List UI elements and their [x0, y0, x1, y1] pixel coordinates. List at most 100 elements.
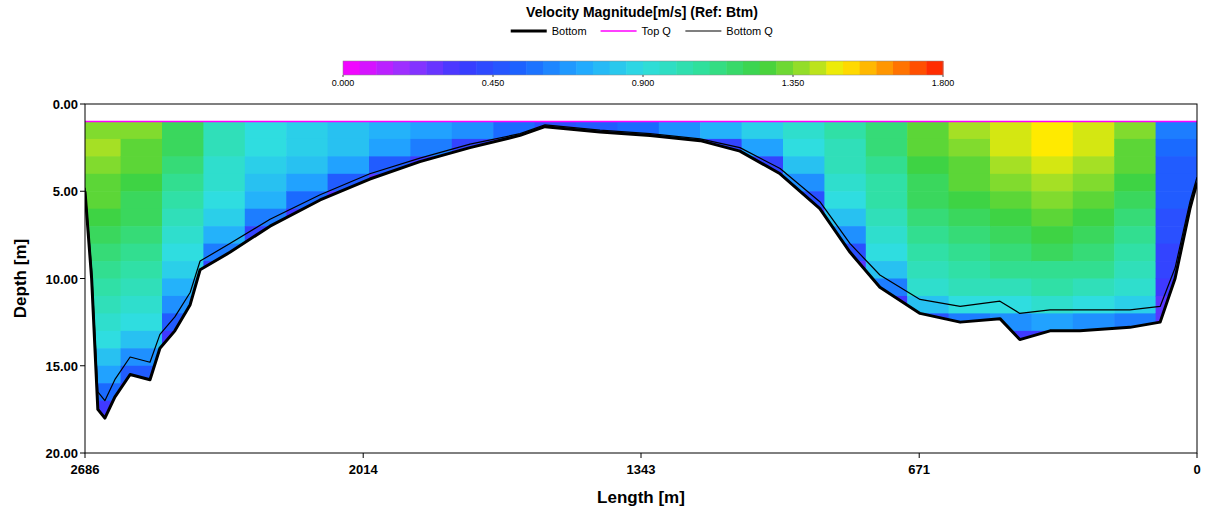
cell	[866, 226, 908, 244]
cell	[203, 191, 245, 209]
cell	[162, 139, 204, 157]
colorbar-swatch	[910, 61, 927, 75]
legend-label: Bottom	[552, 25, 587, 37]
colorbar-tick	[643, 75, 644, 77]
cell	[1073, 121, 1115, 139]
colorbar-tick	[793, 75, 794, 77]
cell	[990, 331, 1032, 349]
cell	[245, 209, 287, 227]
cell	[907, 139, 949, 157]
colorbar-swatch	[826, 61, 843, 75]
cell	[990, 226, 1032, 244]
colorbar-swatch	[843, 61, 860, 75]
cell	[85, 348, 121, 366]
cell	[949, 279, 991, 297]
colorbar-swatch	[726, 61, 743, 75]
cell	[1031, 156, 1073, 174]
cell	[328, 139, 370, 157]
cell	[949, 174, 991, 192]
x-tick	[919, 453, 920, 458]
cell	[990, 156, 1032, 174]
cell	[245, 121, 287, 139]
colorbar-swatch	[926, 61, 943, 75]
cell	[1156, 139, 1197, 157]
colorbar-swatch	[543, 61, 560, 75]
colorbar-swatch	[776, 61, 793, 75]
colorbar-swatch	[743, 61, 760, 75]
cell	[1073, 244, 1115, 262]
cell	[907, 121, 949, 139]
cell	[121, 296, 163, 314]
cell	[1073, 139, 1115, 157]
y-tick-label: 10.00	[45, 272, 78, 287]
cell	[866, 139, 908, 157]
cell	[452, 121, 494, 139]
cell	[1114, 244, 1156, 262]
x-tick-label: 671	[908, 462, 930, 477]
cell	[1073, 261, 1115, 279]
colorbar-swatch	[360, 61, 377, 75]
cell	[286, 121, 328, 139]
cell	[85, 366, 121, 384]
colorbar-swatch	[810, 61, 827, 75]
cell	[1073, 296, 1115, 314]
cell	[162, 121, 204, 139]
cell	[85, 331, 121, 349]
colorbar-swatch	[576, 61, 593, 75]
cell	[410, 121, 452, 139]
x-tick	[641, 453, 642, 458]
cell	[245, 191, 287, 209]
y-axis-title: Depth [m]	[11, 239, 30, 318]
cell	[369, 139, 411, 157]
cell	[121, 383, 163, 401]
cell	[203, 121, 245, 139]
cell	[1073, 209, 1115, 227]
colorbar-swatch	[526, 61, 543, 75]
cell	[866, 174, 908, 192]
series-line	[85, 125, 1197, 401]
cell	[162, 191, 204, 209]
colorbar-swatch	[426, 61, 443, 75]
cell	[203, 226, 245, 244]
colorbar-tick-label: 0.000	[332, 78, 355, 88]
legend-item: Bottom	[511, 25, 587, 37]
cell	[1114, 279, 1156, 297]
cell	[907, 296, 949, 314]
colorbar-swatch	[443, 61, 460, 75]
y-tick-label: 5.00	[53, 184, 78, 199]
cell	[85, 313, 121, 331]
colorbar-swatch	[343, 61, 360, 75]
cell	[1031, 209, 1073, 227]
colorbar-swatch	[760, 61, 777, 75]
cell	[990, 279, 1032, 297]
plot-area	[85, 104, 1197, 453]
cell	[949, 226, 991, 244]
cell	[286, 174, 328, 192]
y-tick	[80, 453, 85, 454]
cell	[1031, 261, 1073, 279]
legend-item: Bottom Q	[685, 25, 773, 37]
cell	[990, 191, 1032, 209]
cell-group	[85, 121, 1197, 418]
cell	[866, 121, 908, 139]
x-tick-label: 2014	[349, 462, 379, 477]
series-line	[85, 121, 1197, 123]
cell	[824, 226, 866, 244]
cell	[949, 209, 991, 227]
cell	[121, 226, 163, 244]
cell	[162, 209, 204, 227]
colorbar-swatch	[876, 61, 893, 75]
cell	[1156, 121, 1197, 139]
cell	[783, 209, 825, 227]
cell	[1114, 296, 1156, 314]
cell	[121, 279, 163, 297]
colorbar-swatch	[793, 61, 810, 75]
cell	[121, 261, 163, 279]
cell	[85, 209, 121, 227]
colorbar-swatch	[376, 61, 393, 75]
cell	[85, 191, 121, 209]
cell	[907, 209, 949, 227]
cell	[286, 139, 328, 157]
legend-label: Bottom Q	[726, 25, 773, 37]
legend-label: Top Q	[642, 25, 672, 37]
